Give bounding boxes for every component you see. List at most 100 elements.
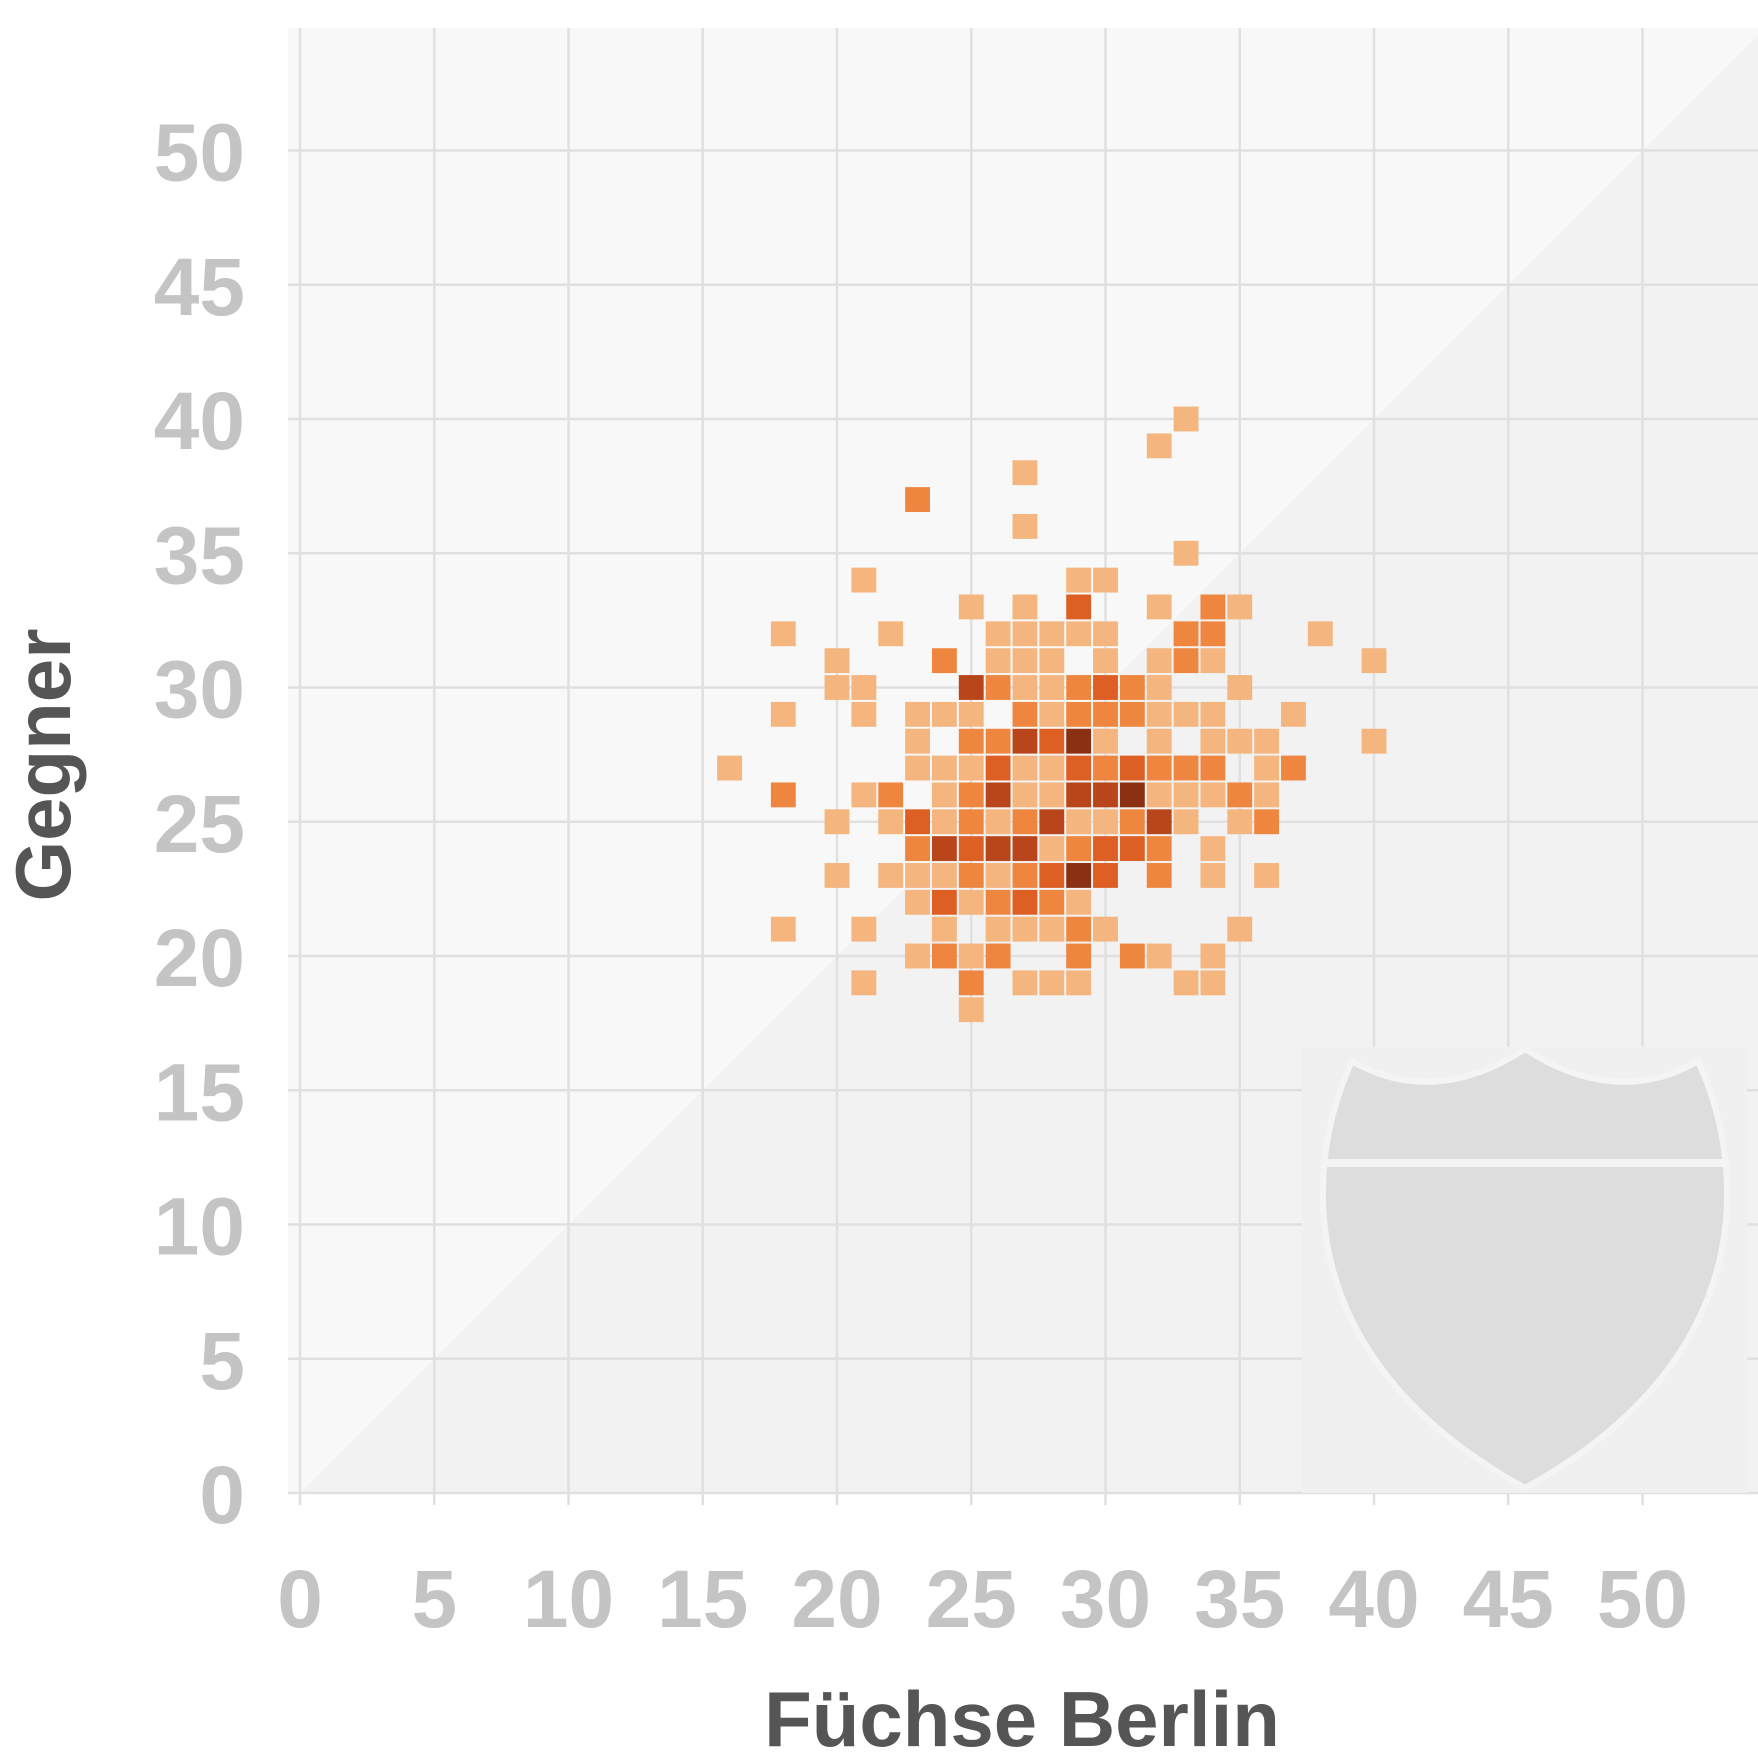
heatmap-cell	[931, 889, 957, 915]
heatmap-cell	[851, 701, 877, 727]
heatmap-cell	[1254, 863, 1280, 888]
heatmap-cell	[770, 701, 796, 727]
heatmap-cell	[1119, 943, 1145, 969]
heatmap-cell	[851, 782, 877, 808]
heatmap-cell	[958, 863, 984, 888]
heatmap-cell	[1173, 755, 1199, 781]
heatmap-cell	[1146, 594, 1172, 620]
heatmap-cell	[1227, 916, 1253, 942]
heatmap-cell	[1039, 701, 1065, 727]
heatmap-cell	[1012, 809, 1038, 835]
heatmap-cell	[1066, 943, 1092, 969]
heatmap-cell	[1173, 406, 1199, 432]
heatmap-cell	[1012, 594, 1038, 620]
heatmap-cell	[931, 648, 957, 674]
heatmap-cell	[1012, 755, 1038, 781]
heatmap-cell	[1012, 513, 1038, 539]
x-tick-label: 50	[1597, 1554, 1688, 1645]
heatmap-cell	[985, 863, 1011, 888]
heatmap-cell	[1173, 782, 1199, 808]
heatmap-cell	[1066, 782, 1092, 808]
heatmap-cell	[851, 567, 877, 593]
heatmap-cell	[985, 755, 1011, 781]
heatmap-cell	[851, 916, 877, 942]
heatmap-cell	[1146, 782, 1172, 808]
heatmap-cell	[1012, 916, 1038, 942]
heatmap-cell	[985, 889, 1011, 915]
y-axis-ticks: 0 5 10 15 20 25 30 35 40 45 50	[154, 108, 245, 1542]
heatmap-cell	[905, 701, 930, 727]
y-tick-label: 45	[154, 242, 245, 333]
heatmap-cell	[1200, 594, 1226, 620]
heatmap-cell	[1012, 782, 1038, 808]
heatmap-cell	[958, 970, 984, 996]
x-tick-label: 40	[1328, 1554, 1419, 1645]
heatmap-cell	[985, 809, 1011, 835]
heatmap-cell	[985, 782, 1011, 808]
heatmap-cell	[1039, 836, 1065, 862]
heatmap-cell	[1012, 863, 1038, 888]
heatmap-cell	[1281, 755, 1306, 781]
heatmap-cell	[1119, 809, 1145, 835]
heatmap-cell	[905, 809, 930, 835]
heatmap-cell	[1146, 863, 1172, 888]
heatmap-cell	[878, 863, 904, 888]
heatmap-cell	[985, 621, 1011, 647]
heatmap-cell	[1200, 755, 1226, 781]
heatmap-cell	[958, 889, 984, 915]
heatmap-cell	[878, 809, 904, 835]
heatmap-cell	[1173, 701, 1199, 727]
heatmap-cell	[958, 836, 984, 862]
heatmap-cell	[1012, 889, 1038, 915]
heatmap-cell	[1307, 621, 1333, 647]
heatmap-cell	[1200, 648, 1226, 674]
heatmap-cell	[931, 863, 957, 888]
y-tick-label: 20	[154, 913, 245, 1004]
heatmap-cell	[717, 755, 743, 781]
heatmap-cell	[1093, 567, 1118, 593]
heatmap-cell	[985, 916, 1011, 942]
heatmap-cell	[1039, 970, 1065, 996]
y-tick-label: 0	[199, 1450, 245, 1541]
heatmap-cell	[1173, 970, 1199, 996]
heatmap-cells	[717, 406, 1387, 1023]
heatmap-cell	[1254, 728, 1280, 754]
heatmap-cell	[1119, 836, 1145, 862]
heatmap-cell	[958, 594, 984, 620]
heatmap-cell	[1066, 728, 1092, 754]
heatmap-cell	[1200, 728, 1226, 754]
heatmap-cell	[905, 863, 930, 888]
heatmap-cell	[1227, 675, 1253, 700]
heatmap-cell	[1200, 621, 1226, 647]
heatmap-cell	[931, 701, 957, 727]
heatmap-cell	[905, 836, 930, 862]
heatmap-cell	[1039, 809, 1065, 835]
heatmap-cell	[1200, 701, 1226, 727]
heatmap-cell	[1039, 889, 1065, 915]
heatmap-cell	[985, 728, 1011, 754]
heatmap-cell	[1039, 755, 1065, 781]
heatmap-cell	[1012, 970, 1038, 996]
x-tick-label: 25	[926, 1554, 1017, 1645]
heatmap-cell	[1066, 621, 1092, 647]
heatmap-cell	[1012, 460, 1038, 486]
heatmap-cell	[1173, 809, 1199, 835]
heatmap-cell	[770, 916, 796, 942]
heatmap-cell	[931, 782, 957, 808]
heatmap-cell	[1066, 701, 1092, 727]
heatmap-cell	[1093, 621, 1118, 647]
x-tick-label: 30	[1060, 1554, 1151, 1645]
heatmap-cell	[1173, 621, 1199, 647]
heatmap-cell	[931, 755, 957, 781]
y-tick-label: 40	[154, 376, 245, 467]
x-tick-label: 45	[1463, 1554, 1554, 1645]
y-tick-label: 10	[154, 1182, 245, 1273]
heatmap-cell	[1146, 675, 1172, 700]
heatmap-cell	[824, 648, 850, 674]
heatmap-cell	[958, 728, 984, 754]
heatmap-cell	[958, 782, 984, 808]
heatmap-cell	[1039, 782, 1065, 808]
heatmap-cell	[1093, 755, 1118, 781]
heatmap-cell	[958, 755, 984, 781]
heatmap-cell	[1254, 809, 1280, 835]
